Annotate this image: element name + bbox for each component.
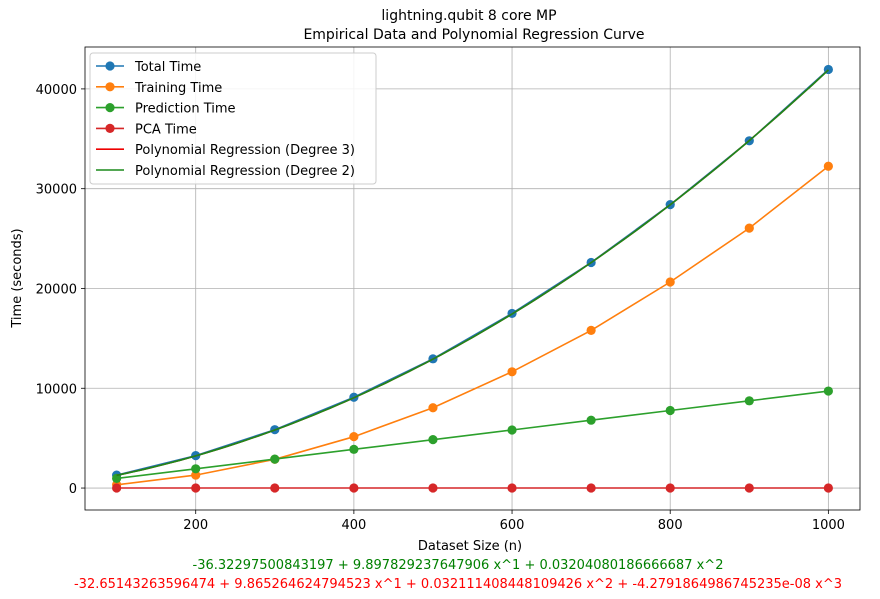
x-tick-label: 200 [183,518,208,533]
data-point-training-time [586,325,596,335]
data-point-prediction-time [823,386,833,396]
data-point-prediction-time [586,415,596,425]
legend-box [89,52,377,185]
y-tick-label: 30000 [36,183,77,198]
chart-subtitle: Empirical Data and Polynomial Regression… [303,27,644,43]
equation-degree-2: -36.32297500843197 + 9.897829237647906 x… [193,558,724,573]
series-line-prediction-time [116,390,829,480]
data-layer [112,64,833,493]
x-axis-label: Dataset Size (n) [418,539,522,554]
legend-label: Polynomial Regression (Degree 2) [135,164,355,179]
data-point-training-time [507,367,517,377]
regression-curve-polynomial-regression-degree-2 [116,69,829,477]
y-tick-label: 10000 [36,382,77,397]
data-point-prediction-time [507,425,517,435]
data-point-training-time [823,161,833,171]
y-tick-label: 20000 [36,282,77,297]
data-point-prediction-time [349,444,359,454]
data-point-prediction-time [270,454,280,464]
x-tick-label: 800 [658,518,683,533]
data-point-prediction-time [744,396,754,406]
legend-marker [105,123,115,133]
data-point-pca-time [270,483,280,493]
plot-area [84,46,861,511]
legend-marker [105,61,115,71]
data-point-prediction-time [665,405,675,416]
data-point-training-time [191,470,201,480]
equation-degree-3: -32.65143263596474 + 9.865264624794523 x… [74,577,842,592]
legend-marker [105,82,115,92]
data-point-pca-time [665,483,675,493]
x-tick-label: 400 [341,518,366,533]
data-point-prediction-time [112,473,122,483]
y-tick-label: 40000 [36,83,77,98]
legend-label: Prediction Time [135,102,236,117]
legend-label: PCA Time [135,122,197,137]
chart-title: lightning.qubit 8 core MP [381,8,556,24]
data-point-pca-time [112,483,122,493]
data-point-prediction-time [191,464,201,474]
x-tick-label: 1000 [812,518,845,533]
x-tick-label: 600 [500,518,525,533]
legend-label: Training Time [134,81,222,96]
data-point-training-time [428,403,438,413]
data-point-pca-time [507,483,517,493]
data-point-pca-time [349,483,359,493]
data-point-training-time [349,432,359,442]
legend-label: Polynomial Regression (Degree 3) [135,143,355,158]
data-point-pca-time [744,483,754,493]
y-axis-label: Time (seconds) [10,228,25,328]
legend-marker [105,103,115,113]
data-point-prediction-time [428,435,438,445]
data-point-pca-time [586,483,596,493]
data-point-training-time [744,223,754,233]
data-point-pca-time [428,483,438,493]
legend-label: Total Time [134,60,201,75]
legend: Total Time Training Time Prediction Time PC… [89,52,377,185]
data-point-pca-time [191,483,201,493]
y-tick-label: 0 [69,482,77,497]
data-point-pca-time [823,483,833,493]
series-line-training-time [116,165,829,486]
data-point-training-time [665,277,675,287]
